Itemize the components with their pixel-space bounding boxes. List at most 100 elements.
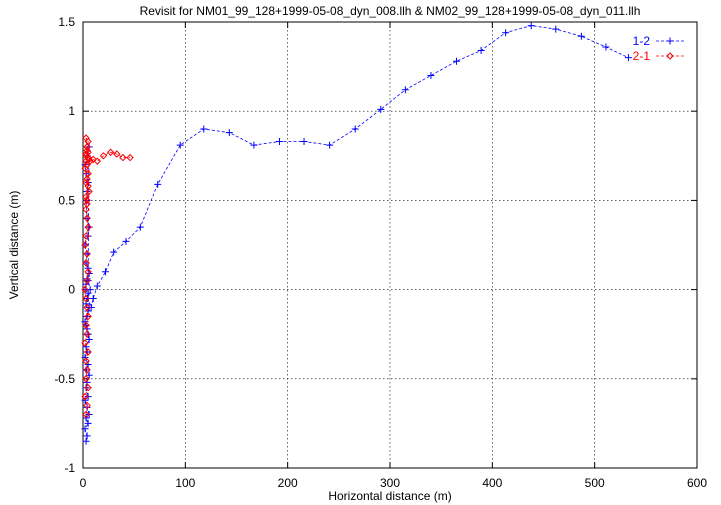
data-point [82, 193, 90, 201]
data-point [99, 152, 108, 160]
grid-lines [83, 22, 697, 468]
data-point [82, 321, 90, 329]
y-tick-label: 0 [68, 283, 75, 297]
data-point [82, 232, 90, 240]
chart-title: Revisit for NM01_99_128+1999-05-08_dyn_0… [140, 4, 641, 18]
series-2 [81, 134, 134, 419]
legend-label: 1-2 [633, 34, 651, 48]
y-axis-ticks: -1 -0.5 0 0.5 1 1.5 [54, 15, 697, 475]
data-point [87, 303, 95, 311]
y-tick-label: 0.5 [58, 193, 75, 207]
data-point [225, 129, 233, 137]
data-point [83, 366, 91, 374]
data-point [83, 401, 91, 410]
x-axis-ticks: 0 100 200 300 400 500 600 [80, 22, 707, 490]
x-axis-label: Horizontal distance (m) [328, 489, 451, 503]
series-layer [81, 22, 632, 445]
data-point [81, 353, 89, 361]
x-tick-label: 0 [80, 476, 87, 490]
data-point [84, 268, 92, 276]
data-point [82, 410, 90, 419]
data-point [577, 32, 585, 40]
data-point [200, 125, 208, 133]
y-tick-label: 1 [68, 104, 75, 118]
data-point [85, 336, 93, 344]
data-point [502, 29, 510, 37]
data-point [84, 384, 92, 392]
data-point [154, 180, 162, 188]
data-point [326, 141, 334, 149]
data-point [602, 43, 610, 51]
data-point [453, 57, 461, 65]
x-tick-label: 200 [278, 476, 298, 490]
data-point [83, 200, 91, 208]
data-point [83, 214, 91, 222]
x-tick-label: 400 [482, 476, 502, 490]
data-point [82, 357, 90, 365]
data-point [83, 276, 91, 285]
data-point [81, 392, 89, 401]
data-point [81, 339, 89, 347]
data-point [427, 72, 435, 80]
data-point [83, 330, 91, 338]
data-point [82, 294, 90, 303]
data-point [85, 187, 93, 196]
data-point [93, 282, 101, 290]
data-point [81, 425, 89, 433]
data-point [86, 157, 94, 165]
y-axis-label: Vertical distance (m) [7, 191, 21, 300]
data-point [89, 155, 97, 164]
data-point [176, 141, 184, 149]
plot-frame [82, 21, 698, 469]
data-point [552, 25, 560, 33]
data-point [83, 250, 91, 258]
data-point [84, 312, 92, 321]
data-point [136, 223, 144, 231]
data-point [81, 241, 89, 249]
y-tick-label: 1.5 [58, 15, 75, 29]
x-tick-label: 600 [687, 476, 707, 490]
legend: 1-22-1 [633, 34, 684, 63]
data-point [113, 150, 121, 158]
y-tick-label: -0.5 [54, 372, 75, 386]
data-point [84, 182, 92, 190]
data-point [83, 432, 91, 440]
data-point [83, 175, 91, 183]
data-point [83, 146, 91, 155]
data-point [81, 164, 89, 172]
legend-marker [666, 52, 674, 60]
data-point [102, 268, 110, 276]
x-tick-label: 300 [380, 476, 400, 490]
data-point [300, 138, 308, 146]
series-line [84, 25, 629, 442]
data-point [83, 303, 91, 312]
data-point [82, 375, 90, 383]
data-point [250, 141, 258, 149]
data-point [106, 148, 115, 156]
series-line [84, 137, 131, 415]
data-point [83, 143, 91, 151]
data-point [82, 205, 90, 214]
data-point [377, 105, 385, 113]
data-point [126, 153, 134, 162]
data-point [527, 22, 535, 30]
data-point [477, 47, 485, 55]
data-point [81, 285, 89, 294]
x-tick-label: 100 [175, 476, 195, 490]
data-point [624, 54, 632, 62]
data-point [122, 237, 130, 245]
data-point [82, 437, 90, 445]
data-point [82, 343, 90, 351]
data-point [84, 419, 92, 427]
x-tick-label: 500 [585, 476, 605, 490]
data-point [275, 138, 283, 146]
y-tick-label: -1 [64, 461, 75, 475]
data-point [93, 157, 102, 165]
data-point [110, 248, 118, 256]
data-point [401, 86, 409, 94]
data-point [81, 318, 89, 326]
data-point [84, 348, 92, 356]
legend-marker [666, 37, 674, 45]
data-point [351, 125, 359, 133]
